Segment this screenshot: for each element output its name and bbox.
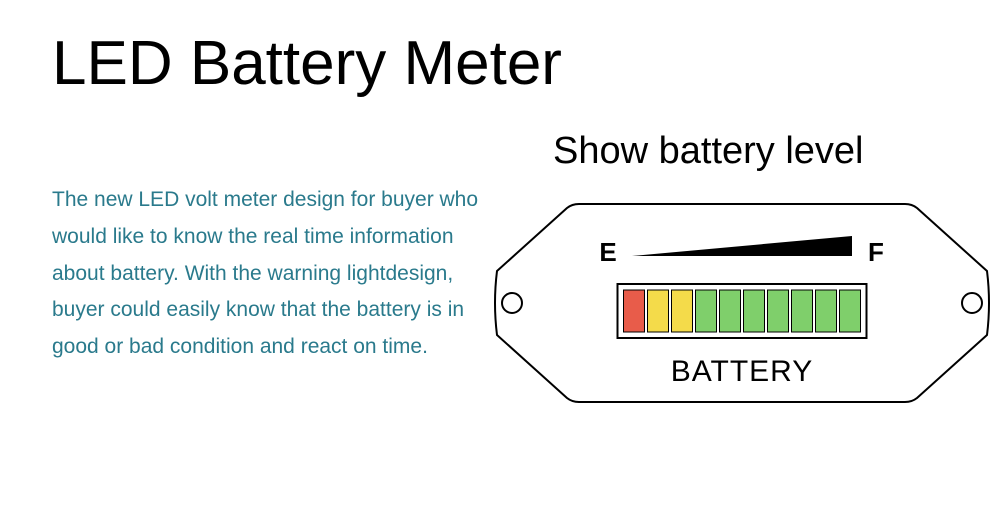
level-bar-0 (624, 290, 645, 332)
empty-label: E (599, 237, 616, 267)
battery-label: BATTERY (671, 355, 814, 388)
level-bar-6 (768, 290, 789, 332)
level-bar-9 (840, 290, 861, 332)
level-bar-4 (720, 290, 741, 332)
level-bar-5 (744, 290, 765, 332)
description-text: The new LED volt meter design for buyer … (52, 182, 482, 366)
level-bar-1 (648, 290, 669, 332)
level-bar-7 (792, 290, 813, 332)
page-title: LED Battery Meter (52, 28, 562, 99)
battery-meter-diagram: E F BATTERY (492, 188, 992, 418)
level-bar-2 (672, 290, 693, 332)
full-label: F (868, 237, 884, 267)
diagram-subtitle: Show battery level (553, 130, 864, 173)
level-bar-3 (696, 290, 717, 332)
level-bar-8 (816, 290, 837, 332)
